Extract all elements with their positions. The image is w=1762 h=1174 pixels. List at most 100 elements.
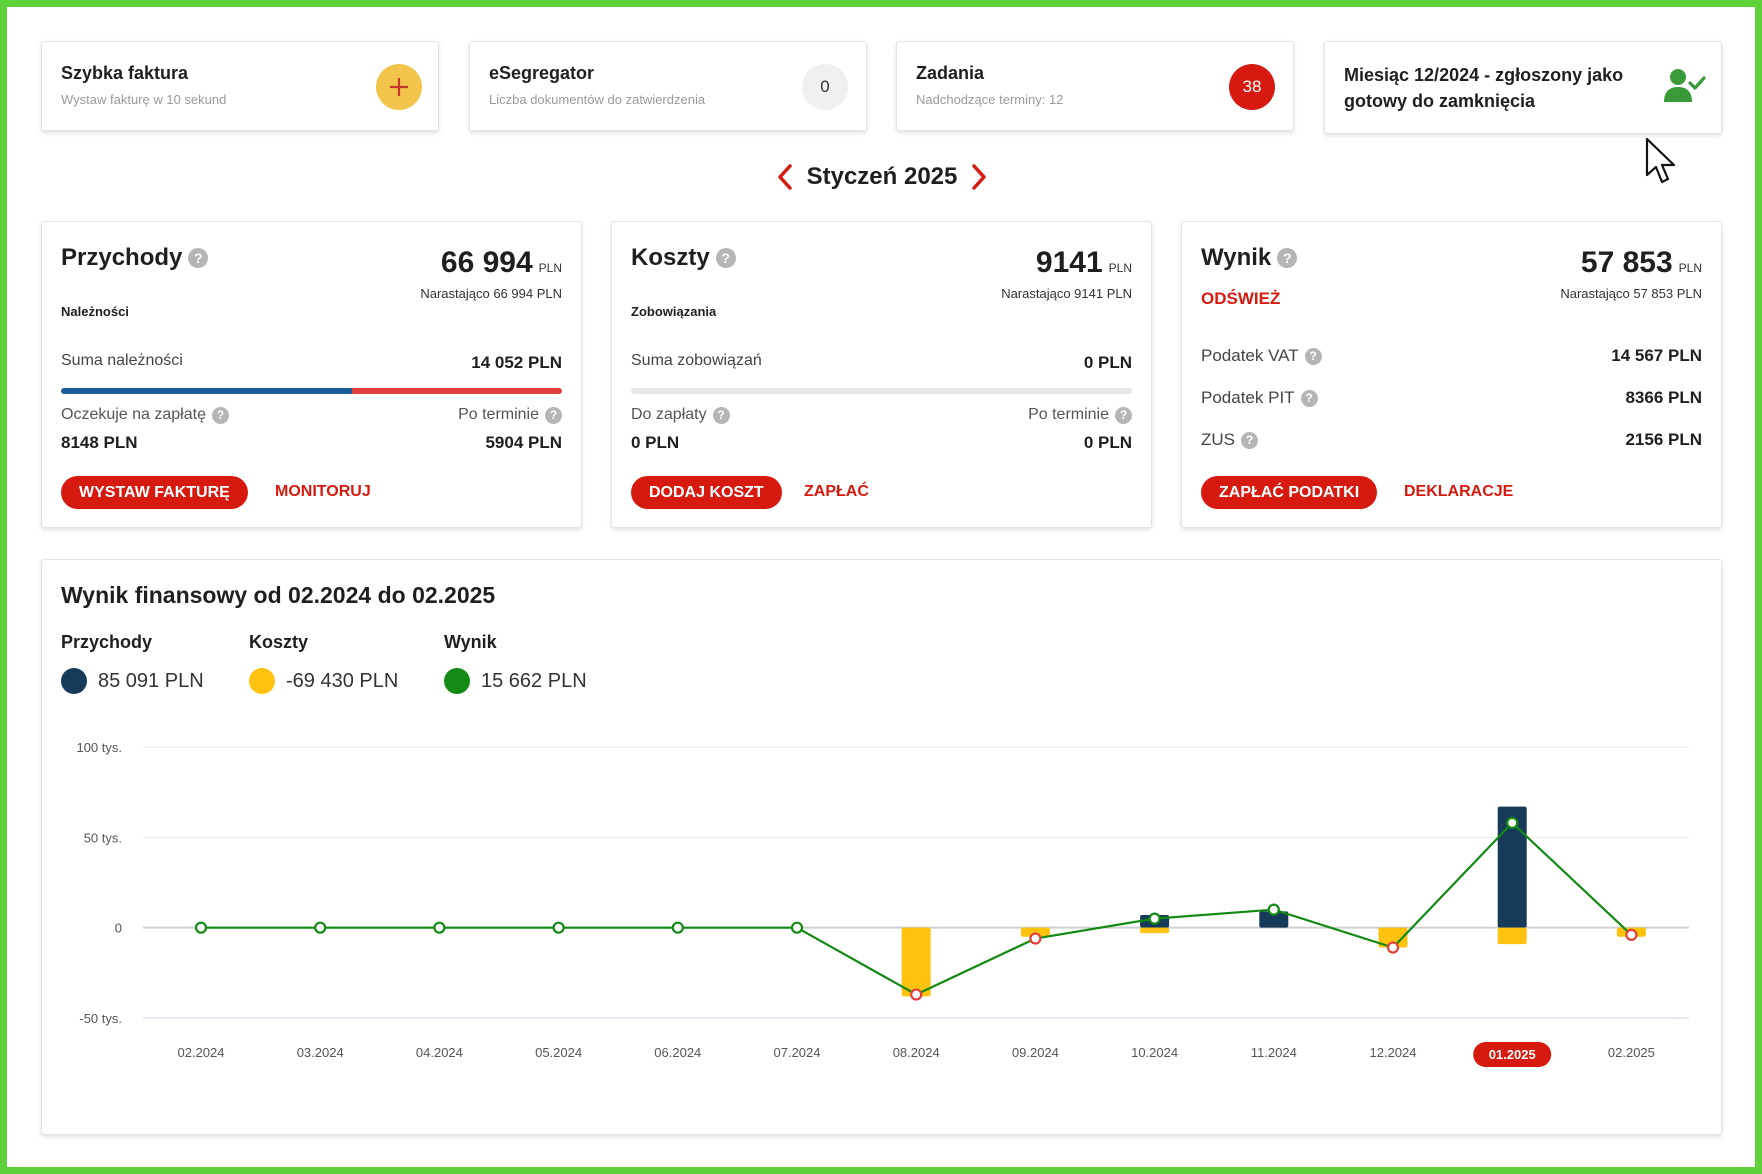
legend-value: 15 662 PLN — [481, 669, 587, 692]
refresh-link[interactable]: ODŚWIEŻ — [1201, 289, 1281, 308]
tile-month-status[interactable]: Miesiąc 12/2024 - zgłoszony jako gotowy … — [1324, 41, 1722, 134]
card-title-text: Koszty — [631, 244, 710, 271]
tile-title: Szybka faktura — [61, 63, 189, 83]
legend-dot-icon — [61, 668, 87, 694]
x-tick-label: 10.2024 — [1131, 1045, 1178, 1060]
pit-label-text: Podatek PIT — [1201, 388, 1295, 407]
to-pay-label-text: Do zapłaty — [631, 406, 707, 423]
card-amount: 66 994 PLN — [441, 246, 562, 280]
tile-quick-invoice[interactable]: Szybka faktura Wystaw fakturę w 10 sekun… — [41, 41, 439, 131]
to-pay-value: 0 PLN — [631, 433, 680, 452]
result-point — [910, 988, 923, 1001]
card-title: Wynik ? — [1201, 244, 1298, 272]
result-point — [1148, 912, 1161, 925]
sum-label: Suma należności — [61, 352, 183, 369]
section-label: Należności — [61, 304, 129, 319]
overdue-value: 5904 PLN — [485, 433, 562, 452]
zus-label: ZUS ? — [1201, 430, 1258, 450]
revenue-bar — [1259, 911, 1289, 928]
issue-invoice-button[interactable]: WYSTAW FAKTURĘ — [61, 476, 248, 509]
financial-result-chart: 100 tys. 50 tys. 0 -50 tys. 02.2024 03.2024 04… — [76, 740, 1689, 1067]
monitor-link[interactable]: MONITORUJ — [275, 483, 371, 500]
legend-item-costs[interactable]: Koszty -69 430 PLN — [249, 632, 444, 694]
vat-value: 14 567 PLN — [1611, 346, 1702, 365]
help-icon[interactable]: ? — [545, 406, 562, 424]
amount-unit: PLN — [1108, 261, 1132, 275]
overdue-label: Po terminie ? — [1028, 406, 1132, 424]
chevron-left-icon[interactable] — [776, 163, 794, 191]
chevron-right-icon[interactable] — [970, 163, 988, 191]
result-point — [1029, 932, 1042, 945]
help-icon[interactable]: ? — [1304, 347, 1322, 365]
help-icon[interactable]: ? — [715, 248, 736, 268]
card-amount: 57 853 PLN — [1581, 246, 1702, 280]
cumulative-text: Narastająco 9141 PLN — [1001, 286, 1132, 301]
count-badge: 38 — [1229, 64, 1275, 110]
zus-label-text: ZUS — [1201, 430, 1235, 449]
amount-unit: PLN — [1678, 261, 1702, 275]
waiting-value: 8148 PLN — [61, 433, 138, 452]
vat-label-text: Podatek VAT — [1201, 346, 1299, 365]
legend-item-revenue[interactable]: Przychody 85 091 PLN — [61, 632, 249, 694]
declarations-link[interactable]: DEKLARACJE — [1404, 483, 1514, 500]
result-point — [1267, 903, 1280, 916]
tile-tasks[interactable]: Zadania Nadchodzące terminy: 12 38 — [896, 41, 1294, 131]
legend-dot-icon — [249, 668, 275, 694]
card-title-text: Wynik — [1201, 244, 1272, 271]
legend-name: Koszty — [249, 632, 309, 652]
pay-taxes-button[interactable]: ZAPŁAĆ PODATKI — [1201, 476, 1378, 509]
pay-link[interactable]: ZAPŁAĆ — [804, 483, 869, 500]
sum-value: 14 052 PLN — [471, 353, 562, 372]
x-tick-label: 02.2025 — [1608, 1045, 1655, 1060]
legend-value-row: -69 430 PLN — [249, 668, 444, 694]
user-check-icon — [1663, 66, 1707, 111]
card-amount: 9141 PLN — [1036, 246, 1132, 280]
legend-value-row: 85 091 PLN — [61, 668, 249, 694]
help-icon[interactable]: ? — [1300, 389, 1318, 407]
revenue-bar — [1497, 806, 1527, 928]
legend-value-row: 15 662 PLN — [444, 668, 644, 694]
receivables-progress-bar — [61, 388, 562, 394]
x-tick-label: 05.2024 — [535, 1045, 582, 1060]
costs-bar — [1020, 927, 1050, 937]
tile-esegregator[interactable]: eSegregator Liczba dokumentów do zatwier… — [469, 41, 867, 131]
legend-value: 85 091 PLN — [98, 669, 204, 692]
result-point — [314, 921, 327, 934]
add-cost-button[interactable]: DODAJ KOSZT — [631, 476, 782, 509]
result-point — [433, 921, 446, 934]
costs-card: Koszty ? 9141 PLN Narastająco 9141 PLN Z… — [611, 221, 1152, 528]
amount-value: 66 994 — [440, 246, 533, 279]
tile-subtitle: Nadchodzące terminy: 12 — [916, 92, 1064, 107]
cumulative-text: Narastająco 66 994 PLN — [420, 286, 562, 301]
x-tick-label: 03.2024 — [297, 1045, 344, 1060]
legend-name: Wynik — [444, 632, 497, 652]
y-tick-label: 0 — [115, 921, 122, 936]
cumulative-text: Narastająco 57 853 PLN — [1560, 286, 1702, 301]
result-point — [1386, 941, 1400, 954]
help-icon[interactable]: ? — [1277, 248, 1298, 268]
result-point — [790, 921, 804, 934]
count-badge: 0 — [802, 64, 848, 110]
month-navigation: Styczeń 2025 — [776, 160, 988, 194]
to-pay-label: Do zapłaty ? — [631, 406, 730, 424]
x-tick-label: 07.2024 — [774, 1045, 821, 1060]
progress-waiting-segment — [61, 388, 352, 394]
tile-title: Miesiąc 12/2024 - zgłoszony jako gotowy … — [1344, 65, 1624, 111]
help-icon[interactable]: ? — [211, 406, 229, 424]
result-point — [1625, 928, 1638, 941]
card-title: Koszty ? — [631, 244, 736, 272]
help-icon[interactable]: ? — [1115, 406, 1132, 424]
help-icon[interactable]: ? — [712, 406, 730, 424]
help-icon[interactable]: ? — [188, 248, 209, 268]
costs-bar — [1378, 927, 1408, 948]
tile-title: Zadania — [916, 63, 985, 83]
legend-name: Przychody — [61, 632, 153, 652]
plus-icon[interactable] — [376, 64, 422, 110]
selected-month-pill — [1473, 1042, 1552, 1067]
help-icon[interactable]: ? — [1241, 431, 1258, 449]
overdue-label-text: Po terminie — [458, 406, 539, 423]
costs-bar — [901, 927, 931, 997]
legend-item-result[interactable]: Wynik 15 662 PLN — [444, 632, 644, 694]
pit-value: 8366 PLN — [1625, 388, 1702, 407]
chart-title: Wynik finansowy od 02.2024 do 02.2025 — [61, 582, 496, 608]
